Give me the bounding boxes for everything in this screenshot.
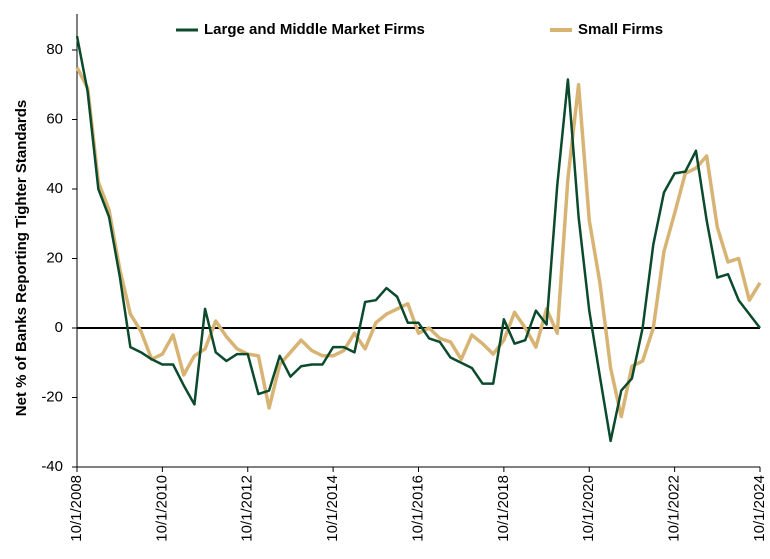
series-line bbox=[75, 35, 761, 443]
x-tick-label: 10/1/2018 bbox=[495, 475, 512, 542]
legend-label: Large and Middle Market Firms bbox=[204, 21, 425, 38]
x-tick-label: 10/1/2012 bbox=[239, 475, 256, 542]
y-tick-label: 60 bbox=[46, 110, 63, 127]
x-tick-label: 10/1/2016 bbox=[409, 475, 426, 542]
legend-label: Small Firms bbox=[578, 21, 663, 38]
y-tick-label: -40 bbox=[41, 458, 63, 475]
x-tick-label: 10/1/2008 bbox=[68, 475, 85, 542]
y-tick-label: 0 bbox=[55, 319, 63, 336]
y-tick-label: 20 bbox=[46, 249, 63, 266]
x-tick-label: 10/1/2010 bbox=[153, 475, 170, 542]
y-tick-label: 80 bbox=[46, 41, 63, 58]
y-axis-label: Net % of Banks Reporting Tighter Standar… bbox=[13, 100, 30, 416]
y-tick-label: -20 bbox=[41, 388, 63, 405]
series-line bbox=[75, 66, 762, 419]
x-tick-label: 10/1/2024 bbox=[751, 475, 768, 542]
x-tick-label: 10/1/2014 bbox=[324, 475, 341, 542]
x-tick-label: 10/1/2020 bbox=[580, 475, 597, 542]
y-tick-label: 40 bbox=[46, 180, 63, 197]
x-tick-label: 10/1/2022 bbox=[666, 475, 683, 542]
